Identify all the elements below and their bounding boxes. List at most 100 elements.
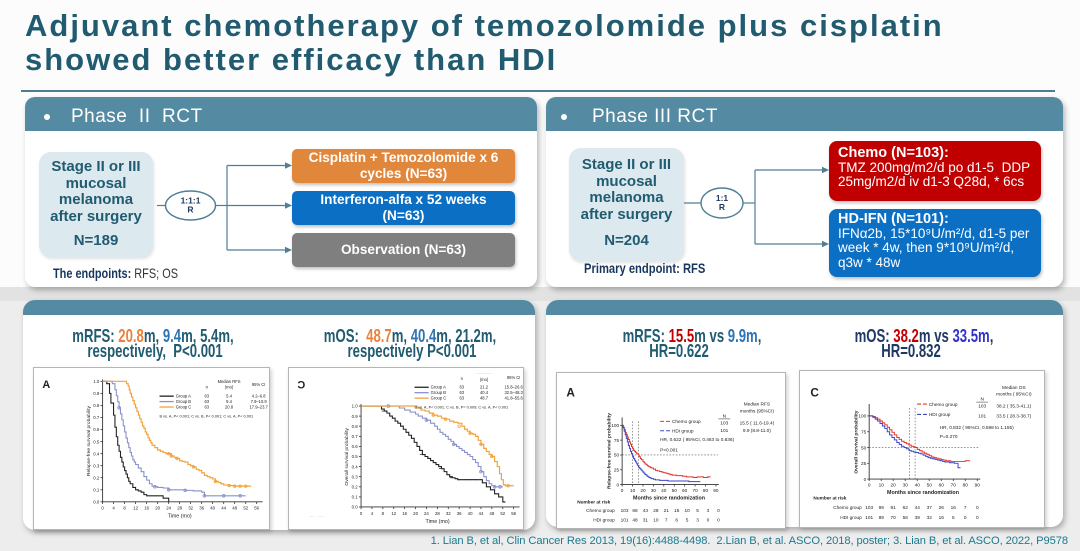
- svg-text:12: 12: [133, 506, 138, 511]
- svg-text:48: 48: [632, 518, 638, 524]
- svg-text:Relapse-free survival probabil: Relapse-free survival probability: [606, 413, 612, 489]
- svg-text:89: 89: [879, 515, 885, 521]
- svg-text:7: 7: [665, 518, 668, 524]
- svg-text:Group C: Group C: [431, 396, 447, 401]
- svg-text:32: 32: [927, 515, 933, 521]
- svg-text:40: 40: [468, 511, 473, 516]
- svg-text:40: 40: [915, 483, 921, 489]
- svg-text:(mo): (mo): [480, 377, 489, 382]
- svg-text:30: 30: [651, 488, 657, 494]
- svg-text:0.2: 0.2: [352, 485, 359, 490]
- svg-text:56: 56: [903, 515, 909, 521]
- svg-text:31: 31: [643, 518, 649, 524]
- svg-text:R: R: [719, 202, 725, 212]
- svg-text:B vs. A, P< 0.001; C vs. B, P=: B vs. A, P< 0.001; C vs. B, P= 0.009; C …: [414, 405, 508, 409]
- svg-text:95% CI: 95% CI: [507, 375, 521, 380]
- svg-text:0.2: 0.2: [93, 475, 100, 480]
- svg-text:Time (mo): Time (mo): [426, 519, 450, 525]
- svg-text:0.9: 0.9: [93, 391, 100, 396]
- svg-text:A: A: [42, 379, 50, 391]
- svg-text:50: 50: [614, 453, 620, 459]
- svg-text:95% CI: 95% CI: [252, 382, 266, 387]
- svg-text:20: 20: [155, 506, 160, 511]
- svg-text:6: 6: [675, 518, 678, 524]
- svg-text:5.4: 5.4: [226, 394, 232, 399]
- svg-text:63: 63: [460, 390, 465, 395]
- svg-text:43: 43: [643, 508, 649, 514]
- svg-text:N: N: [981, 397, 985, 403]
- svg-text:Number at risk: Number at risk: [577, 499, 610, 505]
- svg-text:68: 68: [632, 508, 638, 514]
- svg-text:103: 103: [865, 505, 873, 511]
- svg-text:16: 16: [951, 505, 957, 511]
- svg-text:21.2: 21.2: [480, 385, 489, 390]
- svg-text:12: 12: [391, 511, 396, 516]
- svg-text:36: 36: [199, 506, 204, 511]
- svg-text:8: 8: [123, 506, 126, 511]
- svg-text:Time (mo): Time (mo): [168, 514, 192, 520]
- svg-text:63: 63: [205, 399, 210, 404]
- svg-text:Group C: Group C: [176, 404, 192, 409]
- svg-text:Group A: Group A: [176, 394, 191, 399]
- svg-text:0.5: 0.5: [352, 454, 359, 459]
- svg-text:9.9 (8.8-11.0): 9.9 (8.8-11.0): [743, 428, 771, 434]
- svg-text:38.2 ( 35.3-41.1): 38.2 ( 35.3-41.1): [996, 404, 1031, 410]
- svg-text:C: C: [810, 386, 819, 400]
- svg-text:62: 62: [903, 505, 909, 511]
- svg-text:103: 103: [720, 420, 728, 426]
- svg-text:1:1: 1:1: [716, 193, 729, 203]
- svg-text:Chemo group: Chemo group: [833, 505, 862, 511]
- svg-text:5: 5: [686, 518, 689, 524]
- svg-text:63: 63: [460, 385, 465, 390]
- svg-text:39: 39: [915, 515, 921, 521]
- svg-text:P<0.001: P<0.001: [660, 447, 678, 453]
- svg-text:24: 24: [424, 511, 429, 516]
- svg-text:0.5: 0.5: [93, 439, 100, 444]
- svg-text:52: 52: [243, 506, 248, 511]
- svg-text:26: 26: [939, 505, 945, 511]
- svg-text:0.9: 0.9: [352, 414, 359, 419]
- svg-text:Median OS: Median OS: [1002, 385, 1026, 391]
- svg-text:28: 28: [653, 508, 659, 514]
- svg-text:17.9–23.7: 17.9–23.7: [249, 404, 268, 409]
- svg-text:0: 0: [864, 477, 867, 483]
- svg-text:— - — -: — - — -: [309, 515, 327, 520]
- svg-text:63: 63: [460, 396, 465, 401]
- svg-text:0.3: 0.3: [93, 463, 100, 468]
- svg-text:1.0: 1.0: [352, 404, 359, 409]
- svg-text:7.9–10.9: 7.9–10.9: [251, 399, 268, 404]
- svg-text:0: 0: [964, 515, 967, 521]
- svg-text:0: 0: [617, 482, 620, 488]
- svg-text:25: 25: [861, 461, 867, 467]
- svg-text:44: 44: [479, 511, 484, 516]
- svg-text:15.8–26.6: 15.8–26.6: [504, 385, 523, 390]
- svg-text:0: 0: [717, 518, 720, 524]
- svg-text:0.0: 0.0: [352, 505, 359, 510]
- svg-text:R: R: [187, 205, 193, 215]
- svg-text:90: 90: [975, 483, 981, 489]
- svg-text:HR, 0.832 ( 95%CI, 0.598 to 1.: HR, 0.832 ( 95%CI, 0.598 to 1.155): [940, 425, 1014, 431]
- svg-text:Chemo group: Chemo group: [672, 419, 701, 425]
- svg-text:0: 0: [101, 506, 104, 511]
- svg-text:Group B: Group B: [431, 390, 447, 395]
- svg-text:101: 101: [865, 515, 873, 521]
- svg-text:103: 103: [978, 404, 986, 410]
- svg-text:16: 16: [144, 506, 149, 511]
- svg-text:63: 63: [205, 394, 210, 399]
- svg-text:20: 20: [891, 483, 897, 489]
- svg-text:16: 16: [402, 511, 407, 516]
- svg-text:40: 40: [661, 488, 667, 494]
- svg-text:24: 24: [166, 506, 171, 511]
- svg-text:100: 100: [611, 423, 619, 429]
- svg-text:0: 0: [621, 488, 624, 494]
- svg-text:25: 25: [614, 468, 620, 474]
- svg-text:0: 0: [707, 518, 710, 524]
- svg-text:(mo): (mo): [225, 385, 234, 390]
- svg-text:63: 63: [205, 404, 210, 409]
- svg-text:Median RFS: Median RFS: [744, 402, 770, 408]
- svg-text:36: 36: [457, 511, 462, 516]
- svg-text:0.7: 0.7: [93, 415, 100, 420]
- svg-text:50: 50: [927, 483, 933, 489]
- svg-text:103: 103: [621, 508, 629, 514]
- svg-text:5: 5: [952, 515, 955, 521]
